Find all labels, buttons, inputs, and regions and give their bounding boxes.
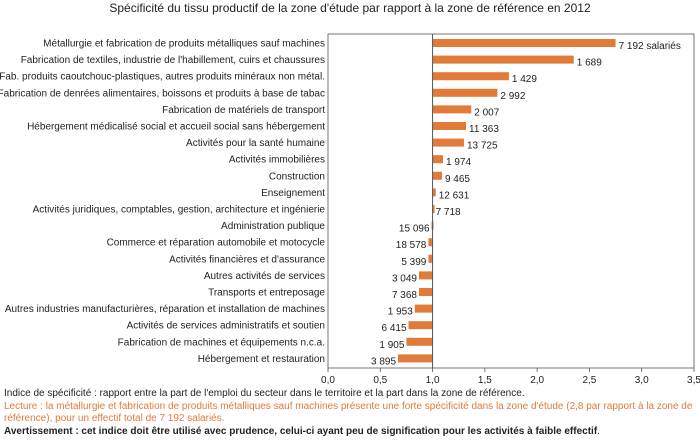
x-tick-label: 3,0 (635, 375, 649, 386)
category-label: Commerce et réparation automobile et mot… (107, 238, 326, 249)
bar-14 (428, 254, 433, 263)
x-tick-label: 0,5 (373, 375, 387, 386)
bar-9 (432, 171, 442, 180)
data-label: 7 192 salariés (619, 41, 681, 52)
data-label: 11 363 (469, 124, 499, 135)
x-tick-label: 3,5 (687, 375, 700, 386)
category-labels-group: Métallurgie et fabrication de produits m… (0, 39, 325, 365)
bars-group (398, 39, 616, 363)
x-tick-label: 2,5 (582, 375, 596, 386)
bar-17 (414, 304, 433, 313)
category-label: Hébergement et restauration (198, 354, 325, 365)
data-label: 12 631 (439, 190, 470, 201)
bar-13 (428, 238, 433, 247)
reading-note: Lecture : la métallurgie et fabrication … (4, 400, 693, 425)
x-tick-label: 2,0 (530, 375, 544, 386)
category-label: Administration publique (221, 221, 325, 232)
plot-frame (327, 33, 695, 369)
bar-10 (432, 188, 436, 197)
bar-11 (432, 205, 435, 213)
bar-16 (418, 288, 433, 296)
data-label: 3 049 (392, 273, 417, 284)
data-label: 18 578 (396, 240, 427, 251)
category-label: Activités financières et d'assurance (169, 254, 325, 265)
category-label: Activités de services administratifs et … (127, 321, 325, 332)
data-label: 1 689 (577, 58, 602, 69)
bar-19 (406, 337, 433, 346)
category-label: Activités immobilières (229, 155, 325, 166)
bar-1 (432, 39, 616, 47)
category-label: Autres industries manufacturières, répar… (5, 304, 325, 315)
data-label: 15 096 (399, 224, 430, 235)
category-label: Autres activités de services (204, 271, 325, 282)
bar-2 (432, 55, 574, 64)
data-label: 1 974 (446, 157, 471, 168)
bar-3 (432, 72, 509, 81)
data-label: 9 465 (445, 174, 470, 185)
category-label: Hébergement médicalisé social et accueil… (27, 122, 325, 133)
bar-18 (408, 321, 433, 330)
data-label: 1 429 (512, 74, 537, 85)
chart-notes: Indice de spécificité : rapport entre la… (4, 388, 696, 438)
category-label: Fabrication de textiles, industrie de l'… (21, 55, 325, 66)
bar-7 (432, 138, 464, 147)
bar-15 (418, 271, 433, 280)
bar-6 (432, 122, 467, 130)
bar-4 (432, 88, 498, 97)
category-label: Transports et entreposage (208, 288, 325, 299)
category-label: Activités pour la santé humaine (186, 138, 325, 149)
warning-text: Avertissement : cet indice doit être uti… (4, 425, 598, 437)
category-label: Construction (269, 171, 325, 182)
x-tick-label: 0,0 (321, 375, 335, 386)
category-label: Fabrication de denrées alimentaires, boi… (0, 88, 325, 99)
data-label: 2 992 (500, 91, 525, 102)
bar-chart: Métallurgie et fabrication de produits m… (0, 33, 700, 386)
bar-8 (432, 155, 444, 164)
category-label: Métallurgie et fabrication de produits m… (43, 39, 325, 50)
x-tick-label: 1,5 (478, 375, 492, 386)
data-label: 7 368 (392, 290, 417, 301)
chart-title: Spécificité du tissu productif de la zon… (109, 1, 591, 15)
data-label: 3 895 (371, 356, 396, 367)
data-label: 1 953 (388, 307, 413, 318)
category-label: Fabrication de machines et équipements n… (118, 337, 325, 348)
x-tick-label: 1,0 (426, 375, 440, 386)
warning-end: . (597, 425, 600, 437)
data-label: 7 718 (436, 207, 461, 218)
data-label: 5 399 (401, 257, 426, 268)
category-label: Enseignement (261, 188, 325, 199)
x-axis-group: 0,0 0,5 1,0 1,5 2,0 2,5 3,0 3,5 (321, 33, 700, 386)
data-label: 13 725 (467, 141, 498, 152)
category-label: Fab. produits caoutchouc-plastiques, aut… (0, 72, 325, 83)
category-label: Activités juridiques, comptables, gestio… (33, 205, 326, 216)
data-label: 1 905 (379, 340, 404, 351)
data-label: 2 007 (474, 107, 499, 118)
bar-5 (432, 105, 472, 114)
category-label: Fabrication de matériels de transport (162, 105, 325, 116)
warning-note: Avertissement : cet indice doit être uti… (4, 426, 696, 439)
definition-note: Indice de spécificité : rapport entre la… (4, 388, 525, 399)
bar-20 (398, 354, 433, 363)
data-label: 6 415 (381, 323, 406, 334)
